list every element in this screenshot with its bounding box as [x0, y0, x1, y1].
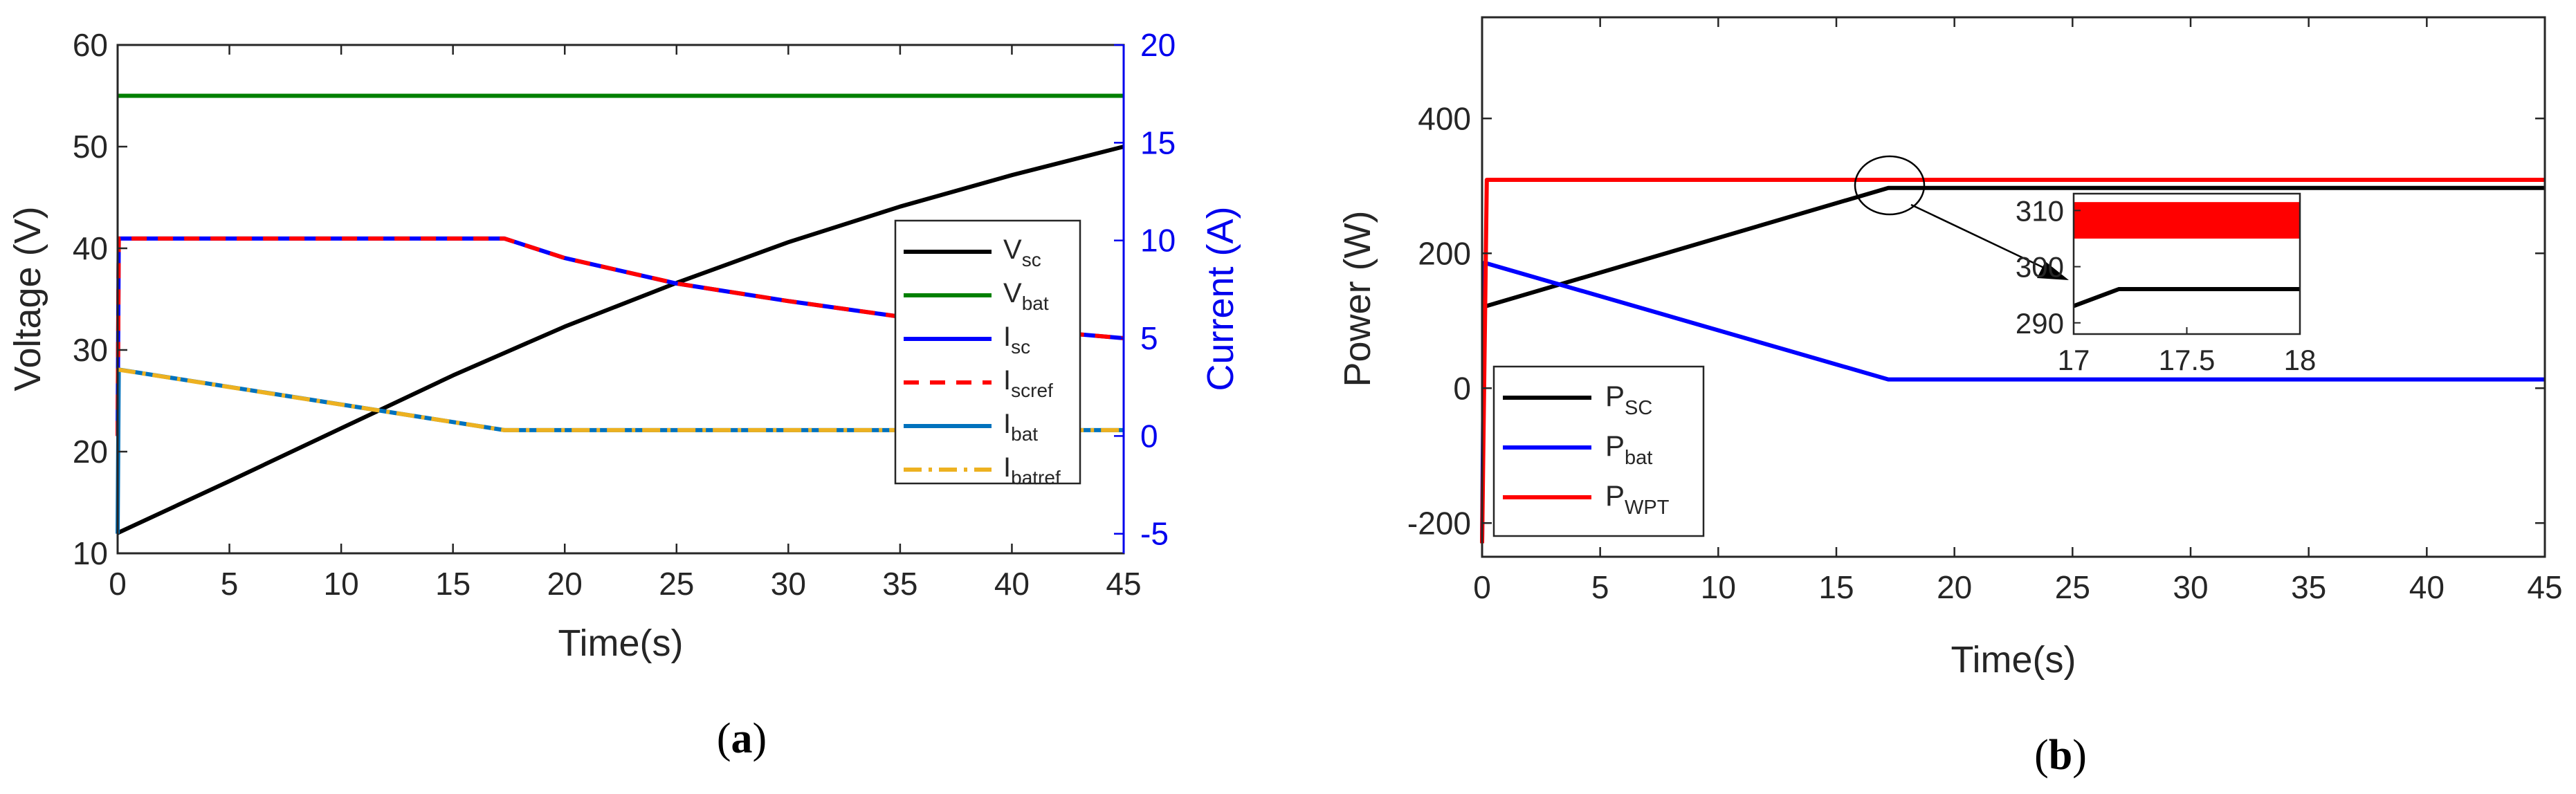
panel-b-plot-frame [1481, 16, 2546, 558]
panel-a-left-y-label: Voltage (V) [7, 206, 48, 391]
y-tick-label: -200 [1407, 505, 1471, 541]
panel-a-right-y-ticks: -5 0 5 10 15 20 [1114, 27, 1176, 552]
panel-b-legend-items: PSC Pbat PWPT [1503, 380, 1670, 519]
inset-inset_pwpt-band [2074, 202, 2300, 239]
x-tick-label: 25 [659, 566, 694, 602]
legend-label-isc: Isc [1003, 322, 1030, 358]
panel-b-x-ticks: 0 5 10 15 20 25 30 35 40 45 [1473, 17, 2563, 605]
panel-a: 0 5 10 15 20 25 30 35 40 45 10 20 30 40 50 60 -5 0 5 10 15… [7, 27, 1241, 762]
x-tick-label: 35 [2291, 569, 2326, 605]
x-tick-label: 30 [771, 566, 806, 602]
right-y-tick-label: 0 [1140, 418, 1158, 454]
legend-label-vbat: Vbat [1003, 278, 1049, 314]
panel-a-legend: Vsc Vbat Isc Iscref Ibat Ibatref [894, 219, 1081, 488]
x-tick-label: 35 [882, 566, 917, 602]
x-tick-label: 40 [2409, 569, 2445, 605]
panel-a-right-y-label: Current (A) [1200, 206, 1241, 391]
y-tick-label: 400 [1418, 100, 1471, 136]
left-y-tick-label: 40 [73, 230, 108, 266]
series-psc-line [1481, 185, 2545, 310]
x-tick-label: 10 [1701, 569, 1736, 605]
zoom-ellipse [1854, 155, 1926, 216]
y-tick-label: 0 [1453, 370, 1471, 406]
left-y-tick-label: 20 [73, 434, 108, 470]
panel-a-legend-box [894, 219, 1081, 485]
panel-a-legend-items: Vsc Vbat Isc Iscref Ibat Ibatref [904, 234, 1061, 488]
legend-label-ibatref: Ibatref [1003, 452, 1061, 488]
x-tick-label: 5 [1591, 569, 1609, 605]
inset-plot: 17 17.5 18 290 300 310 [2016, 192, 2317, 376]
series-vsc-line [116, 145, 1124, 535]
inset-x-tick-label: 17 [2058, 344, 2090, 376]
panel-b-y-ticks: -200 0 200 400 [1407, 100, 2545, 541]
x-tick-label: 0 [109, 566, 127, 602]
x-tick-label: 40 [994, 566, 1030, 602]
legend-label-ibat: Ibat [1003, 409, 1038, 445]
inset-x-ticks: 17 17.5 18 [2058, 327, 2317, 376]
panel-a-caption: (a) [717, 715, 767, 762]
inset-y-ticks: 290 300 310 [2016, 194, 2081, 340]
inset-y-tick-label: 300 [2016, 251, 2064, 284]
panel-b-legend: PSC Pbat PWPT [1492, 365, 1705, 537]
right-y-tick-label: 15 [1140, 124, 1176, 160]
inset-y-tick-label: 310 [2016, 194, 2064, 227]
legend-label-pwpt: PWPT [1605, 479, 1670, 519]
panel-a-left-y-ticks: 10 20 30 40 50 60 [73, 27, 127, 571]
zoom-arrow [1910, 203, 2049, 271]
x-tick-label: 30 [2173, 569, 2208, 605]
x-tick-label: 45 [1106, 566, 1141, 602]
inset-lines [2072, 202, 2300, 308]
panel-b-lines [1480, 178, 2545, 544]
right-y-tick-label: 5 [1140, 320, 1158, 356]
panel-a-x-ticks: 0 5 10 15 20 25 30 35 40 45 [109, 45, 1142, 602]
x-tick-label: 20 [1937, 569, 1972, 605]
x-tick-label: 0 [1473, 569, 1491, 605]
series-pwpt-line [1480, 178, 2545, 544]
panel-b-legend-box [1492, 365, 1705, 537]
right-y-tick-label: 20 [1140, 27, 1176, 63]
legend-label-vsc: Vsc [1003, 234, 1041, 270]
inset-inset_psc-line [2072, 287, 2300, 308]
left-y-tick-label: 60 [73, 27, 108, 63]
legend-label-psc: PSC [1605, 380, 1652, 419]
x-tick-label: 15 [435, 566, 471, 602]
x-tick-label: 25 [2055, 569, 2090, 605]
left-y-tick-label: 30 [73, 332, 108, 368]
left-y-tick-label: 50 [73, 129, 108, 165]
panel-b-caption: (b) [2034, 732, 2087, 779]
right-y-tick-label: -5 [1140, 516, 1169, 552]
x-tick-label: 10 [324, 566, 359, 602]
y-tick-label: 200 [1418, 235, 1471, 271]
inset-x-tick-label: 17.5 [2159, 344, 2216, 376]
panel-b-x-label: Time(s) [1951, 639, 2076, 681]
zoom-arrowhead [2037, 261, 2069, 280]
legend-label-iscref: Iscref [1003, 365, 1053, 401]
panel-a-x-label: Time(s) [558, 622, 684, 664]
panel-b-y-label: Power (W) [1337, 211, 1378, 387]
inset-x-tick-label: 18 [2284, 344, 2317, 376]
x-tick-label: 20 [547, 566, 583, 602]
right-y-tick-label: 10 [1140, 223, 1176, 259]
legend-label-pbat: Pbat [1605, 430, 1652, 469]
inset-y-tick-label: 290 [2016, 307, 2064, 340]
left-y-tick-label: 10 [73, 535, 108, 571]
x-tick-label: 15 [1818, 569, 1854, 605]
x-tick-label: 5 [221, 566, 239, 602]
x-tick-label: 45 [2527, 569, 2562, 605]
